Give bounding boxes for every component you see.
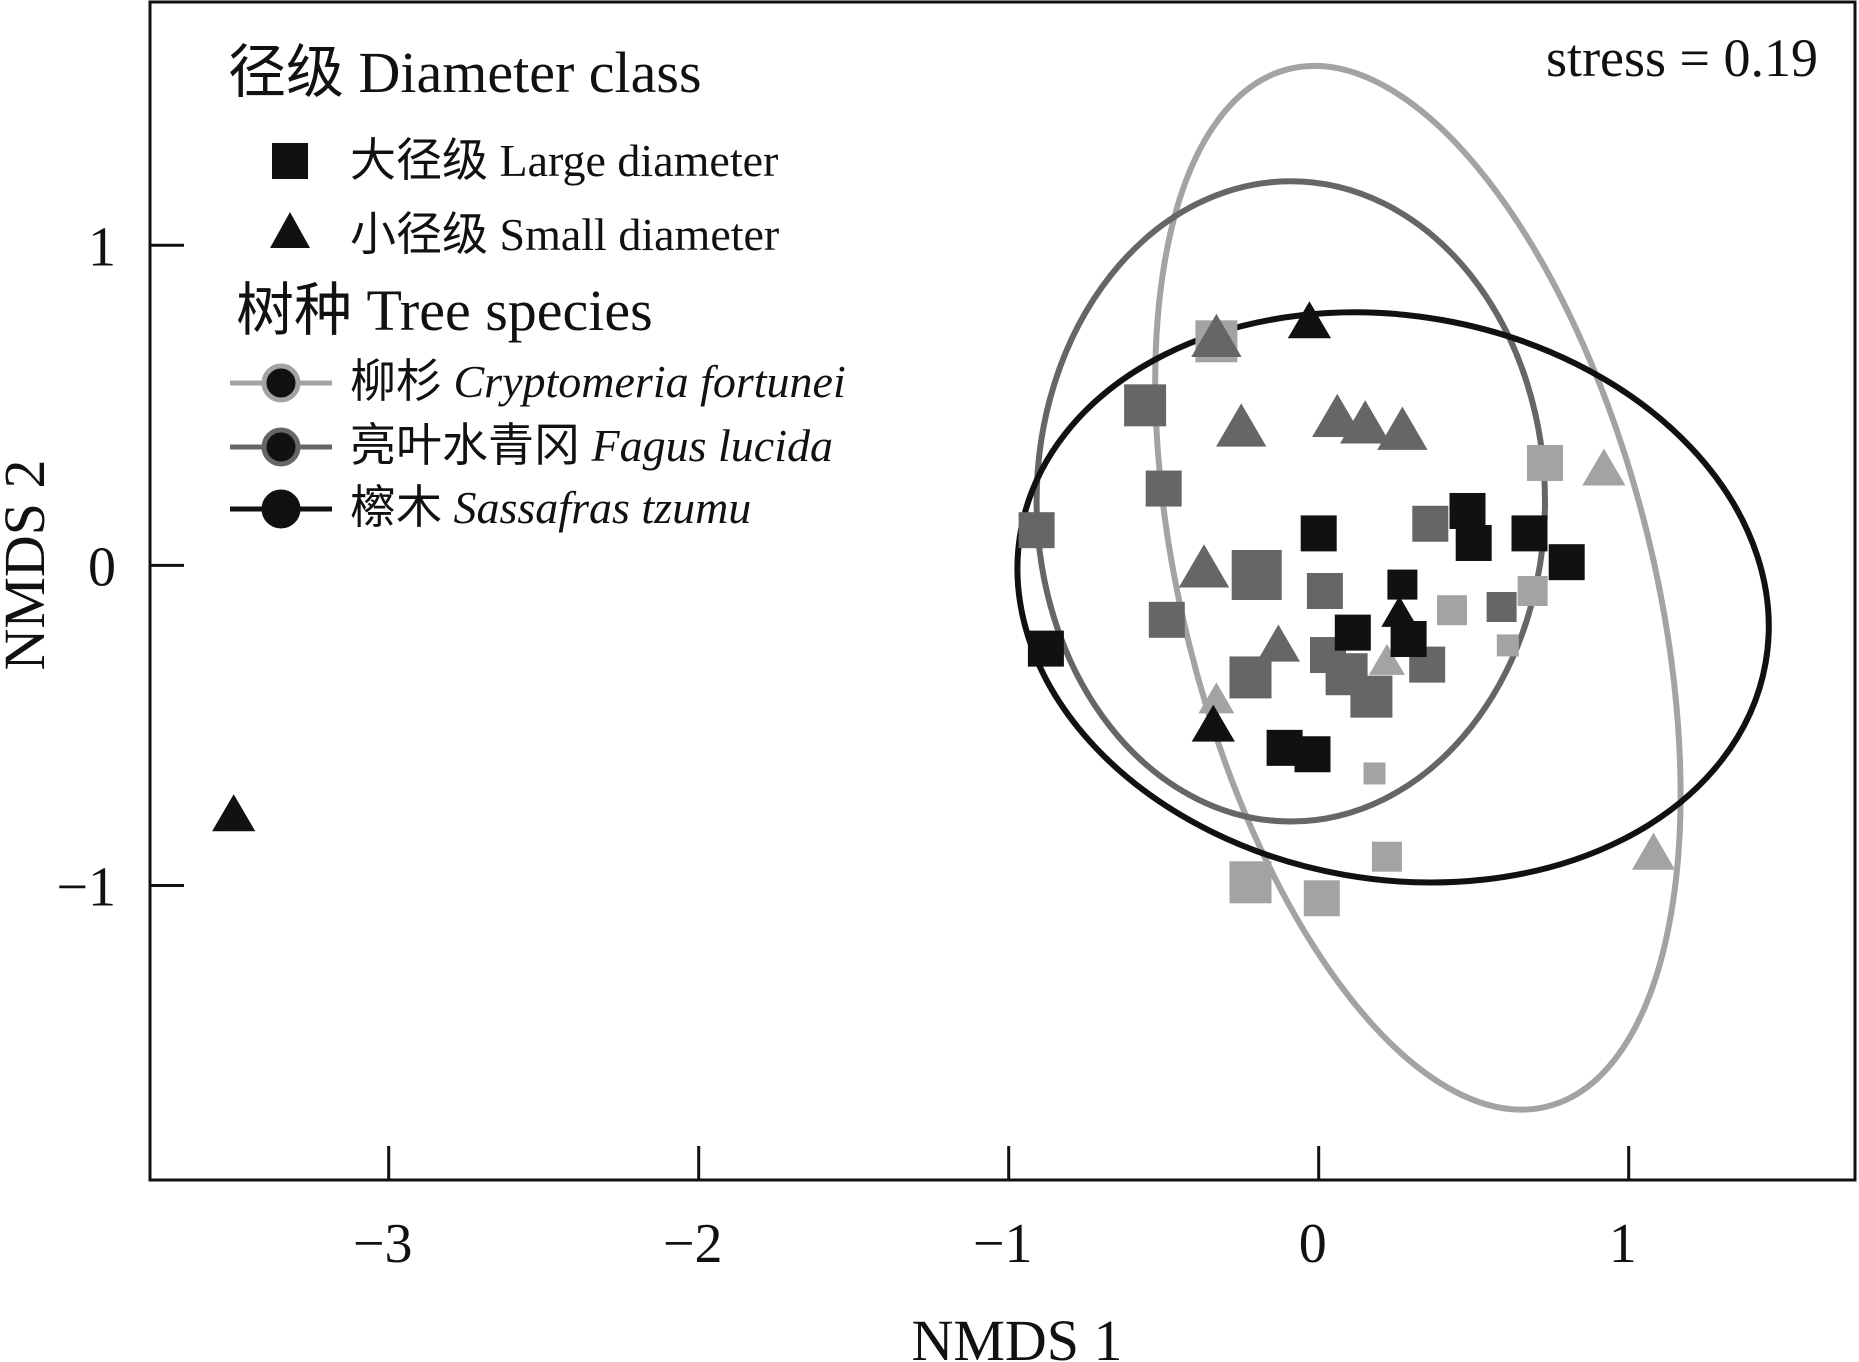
point-sassafras-tzumu-triangle [1287, 301, 1331, 339]
point-fagus-lucida-square [1148, 601, 1185, 638]
x-tick-label: −2 [663, 1213, 723, 1275]
point-sassafras-tzumu-square [1548, 544, 1585, 581]
point-sassafras-tzumu-square [1334, 614, 1371, 651]
point-fagus-lucida-square [1486, 592, 1517, 623]
x-tick-label: 0 [1299, 1213, 1327, 1275]
point-fagus-lucida-triangle [1216, 403, 1267, 447]
point-sassafras-tzumu-square [1449, 492, 1486, 529]
legend-cryptomeria-label: 柳杉 Cryptomeria fortunei [350, 356, 846, 407]
point-sassafras-tzumu-square [1300, 515, 1337, 552]
point-cryptomeria-fortunei-triangle [1582, 448, 1626, 486]
x-tick-label: −3 [353, 1213, 413, 1275]
point-cryptomeria-fortunei-triangle [1631, 832, 1676, 870]
point-fagus-lucida-square [1018, 512, 1055, 549]
stress-label: stress = 0.19 [1546, 28, 1818, 88]
plot-frame [148, 0, 1857, 1182]
legend-small-zh: 小径级 Small diameter [350, 209, 779, 260]
point-fagus-lucida-square [1231, 549, 1282, 600]
point-sassafras-tzumu-square [1455, 524, 1492, 561]
point-fagus-lucida-triangle [1340, 400, 1391, 444]
point-fagus-lucida-square [1306, 573, 1343, 609]
legend: 径级 Diameter class 大径级 Large diameter 小径级… [228, 40, 846, 533]
point-fagus-lucida-triangle [1191, 313, 1242, 358]
point-cryptomeria-fortunei-square [1496, 634, 1519, 657]
y-axis-title: NMDS 2 [0, 459, 57, 670]
point-fagus-lucida-triangle [1178, 544, 1230, 588]
legend-diameter-title: 径级 Diameter class [228, 40, 702, 105]
point-fagus-lucida-square [1229, 656, 1272, 699]
y-tick-label: −1 [56, 857, 116, 919]
legend-species-title: 树种 Tree species [236, 278, 653, 343]
point-fagus-lucida-triangle [1256, 624, 1300, 662]
y-tick-label: 1 [88, 216, 116, 278]
point-cryptomeria-fortunei-square [1371, 841, 1402, 872]
point-sassafras-tzumu-triangle [1381, 596, 1418, 627]
point-sassafras-tzumu-square [1511, 515, 1548, 552]
ellipse-cryptomeria-fortunei [1152, 62, 1684, 1113]
point-cryptomeria-fortunei-square [1363, 762, 1386, 785]
point-fagus-lucida-square [1350, 675, 1393, 718]
point-cryptomeria-fortunei-triangle [1368, 644, 1405, 675]
legend-fagus-label: 亮叶水青冈 Fagus lucida [350, 420, 833, 471]
tick-layer: −3 −2 −1 0 1 −1 0 1 [56, 216, 1636, 1275]
point-cryptomeria-fortunei-square [1517, 576, 1548, 606]
point-sassafras-tzumu-triangle [1191, 704, 1235, 742]
point-sassafras-tzumu-triangle [212, 794, 256, 832]
point-fagus-lucida-square [1145, 470, 1182, 507]
legend-square-icon [272, 143, 308, 179]
legend-cryptomeria-marker-icon [261, 363, 301, 403]
x-tick-label: −1 [973, 1213, 1033, 1275]
legend-triangle-icon [270, 212, 310, 248]
point-fagus-lucida-triangle [1377, 406, 1428, 450]
x-tick-label: 1 [1609, 1213, 1637, 1275]
point-cryptomeria-fortunei-square [1229, 861, 1272, 904]
point-cryptomeria-fortunei-square [1437, 595, 1467, 626]
point-cryptomeria-fortunei-square [1527, 444, 1563, 481]
point-sassafras-tzumu-square [1390, 621, 1427, 658]
point-fagus-lucida-triangle [1312, 393, 1363, 438]
point-fagus-lucida-square [1412, 505, 1449, 542]
ellipse-fagus-lucida [1033, 178, 1549, 825]
point-sassafras-tzumu-square [1294, 736, 1331, 773]
legend-sassafras-label: 檫木 Sassafras tzumu [350, 482, 751, 533]
point-layer [212, 301, 1676, 917]
y-tick-label: 0 [88, 536, 116, 598]
x-axis-title: NMDS 1 [911, 1308, 1122, 1362]
point-sassafras-tzumu-square [1387, 569, 1418, 600]
point-cryptomeria-fortunei-square [1303, 880, 1340, 917]
legend-large-zh: 大径级 Large diameter [350, 135, 778, 186]
legend-fagus-marker-icon [261, 427, 301, 467]
legend-sassafras-marker-icon [261, 489, 301, 529]
point-cryptomeria-fortunei-triangle [1198, 682, 1235, 714]
point-sassafras-tzumu-square [1027, 630, 1064, 667]
point-fagus-lucida-square [1124, 384, 1167, 427]
